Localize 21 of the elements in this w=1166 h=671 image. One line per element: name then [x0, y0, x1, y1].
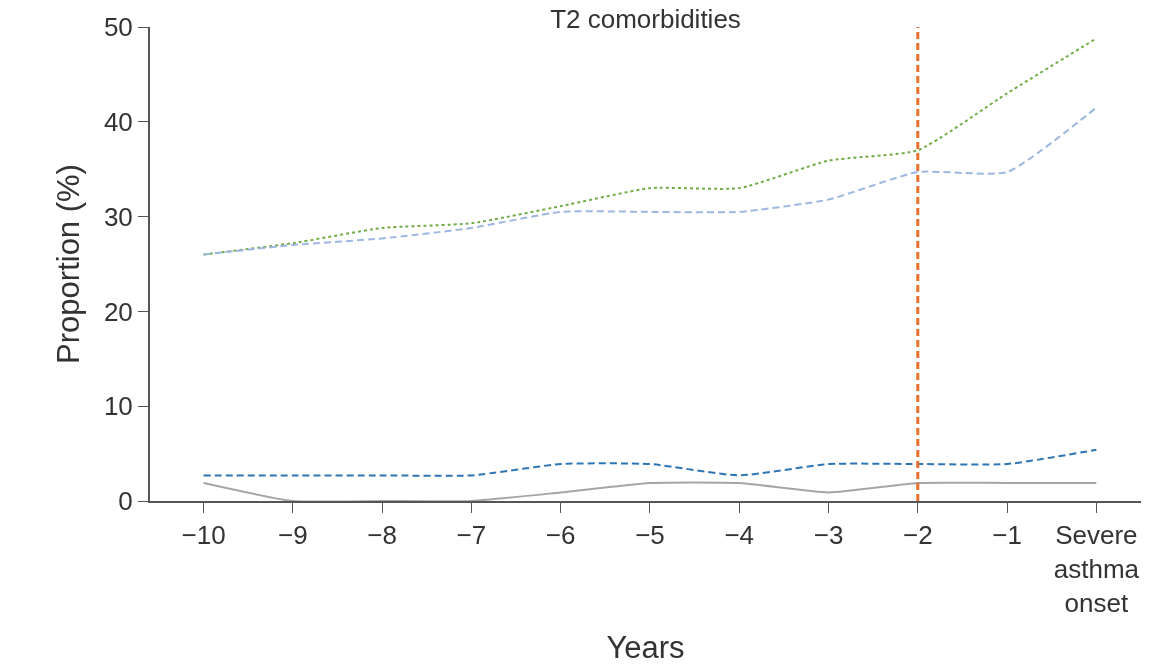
- x-tick-label: −5: [635, 520, 665, 551]
- x-axis-title: Years: [606, 630, 685, 666]
- x-tick-label: −3: [813, 520, 844, 551]
- y-tick-label: 10: [103, 391, 133, 422]
- y-tick-label: 50: [103, 12, 133, 43]
- y-tick-label: 40: [103, 106, 133, 137]
- x-tick-label: −2: [902, 520, 933, 551]
- x-tick-label: −10: [181, 520, 226, 551]
- y-tick-label: 30: [103, 201, 133, 232]
- x-tick-label: −7: [456, 520, 487, 551]
- chart-title: T2 comorbidities: [550, 4, 741, 35]
- line-series: [202, 106, 1098, 256]
- x-tick-label: −1: [992, 520, 1022, 551]
- x-tick-label: −4: [724, 520, 755, 551]
- y-tick-label: 20: [103, 296, 133, 327]
- y-axis-title: Proportion (%): [51, 164, 87, 364]
- x-tick-label: Severe asthma onset: [1053, 520, 1140, 618]
- y-tick-label: 0: [118, 486, 133, 517]
- x-tick-label: −6: [545, 520, 576, 551]
- x-tick-label: −9: [278, 520, 308, 551]
- x-tick-label: −8: [367, 520, 397, 551]
